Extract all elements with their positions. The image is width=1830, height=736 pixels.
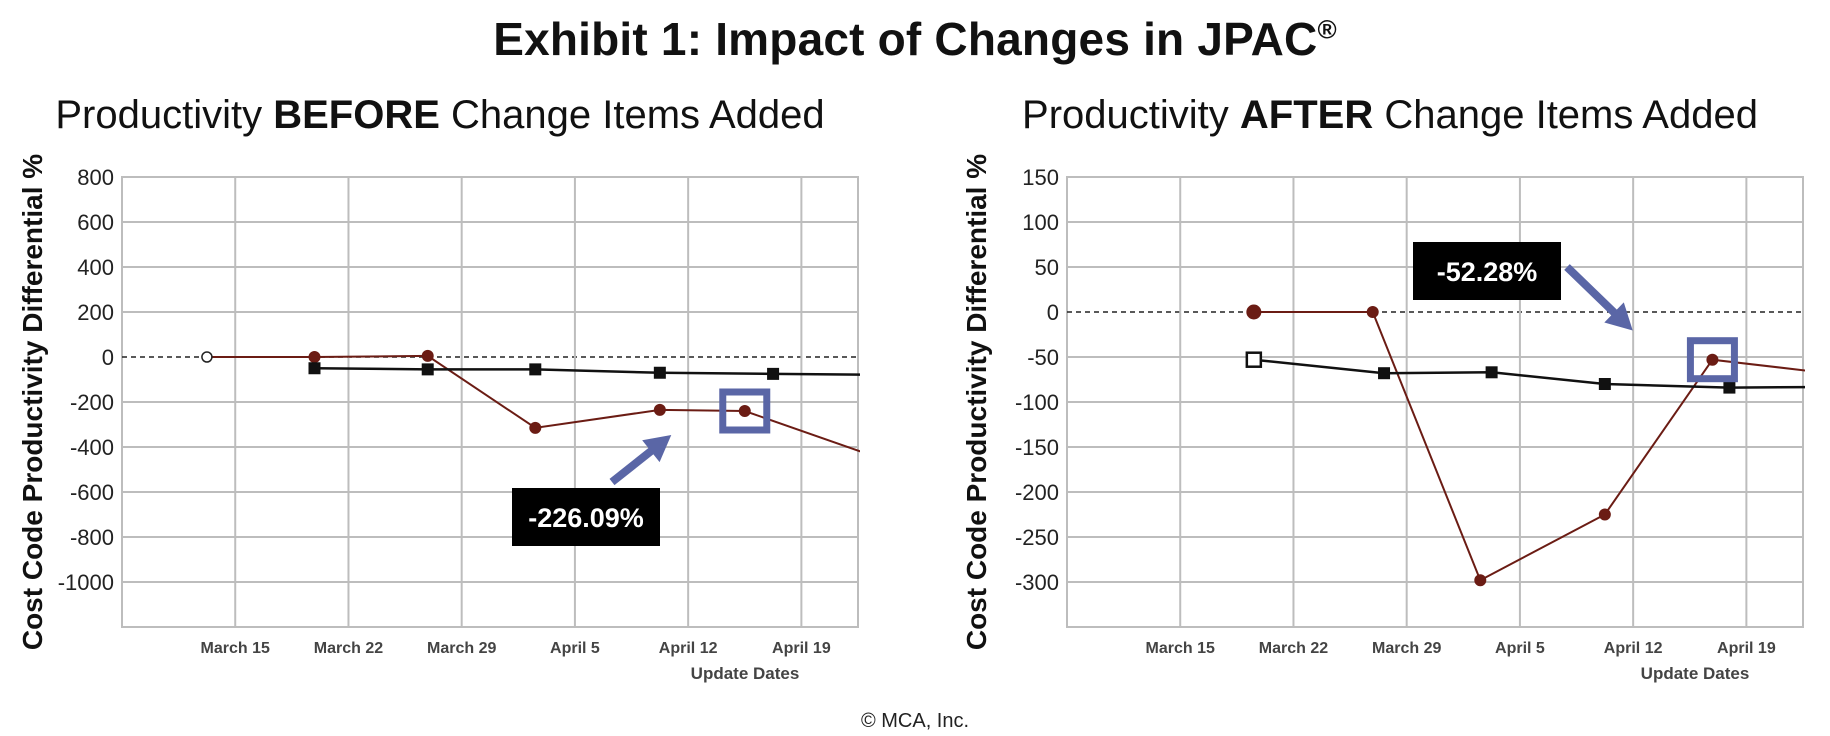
- y-tick-label: 50: [1035, 255, 1059, 280]
- callout-highlight-box: [1686, 337, 1738, 383]
- data-point: [1598, 508, 1611, 521]
- x-tick-label: March 15: [201, 640, 270, 657]
- x-tick-label: March 22: [1259, 640, 1328, 657]
- y-tick-label: 0: [102, 345, 114, 370]
- y-tick-label: 0: [1047, 300, 1059, 325]
- data-point: [1598, 378, 1611, 390]
- x-tick-label: March 15: [1146, 640, 1215, 657]
- series-group: [201, 349, 860, 453]
- page-title: Exhibit 1: Impact of Changes in JPAC®: [493, 13, 1337, 65]
- data-point: [1723, 381, 1736, 394]
- x-tick-label: March 22: [314, 640, 383, 657]
- y-tick-label: -150: [1015, 435, 1059, 460]
- data-point: [1474, 574, 1487, 587]
- series-group: [1245, 304, 1805, 587]
- x-tick-label: March 29: [427, 640, 496, 657]
- y-tick-label: -50: [1027, 345, 1059, 370]
- chart-before: 800 600 400 200 0 -200 -400 -600 -800 -1000 March …: [17, 154, 860, 683]
- y-axis-title: Cost Code Productivity Differential %: [17, 154, 48, 650]
- y-axis-title: Cost Code Productivity Differential %: [961, 154, 992, 650]
- callout-label-box: [512, 488, 660, 546]
- y-tick-label: -300: [1015, 570, 1059, 595]
- data-point: [1246, 304, 1262, 320]
- y-tick-label: -1000: [58, 570, 114, 595]
- x-tick-label: March 29: [1372, 640, 1441, 657]
- series-line: [314, 367, 860, 376]
- series-line: [1253, 358, 1805, 389]
- y-tick-label: 400: [77, 255, 114, 280]
- callout-arrow-head: [1604, 302, 1633, 331]
- x-tick-label: April 19: [772, 640, 831, 657]
- y-tick-label: -600: [70, 480, 114, 505]
- callout-highlight-box: [719, 388, 771, 434]
- data-point: [767, 367, 780, 380]
- x-axis-title: Update Dates: [691, 664, 800, 683]
- callout-label-box: [1413, 242, 1561, 300]
- y-tick-label: 200: [77, 300, 114, 325]
- x-tick-label: April 12: [659, 640, 718, 657]
- x-tick-label: April 19: [1717, 640, 1776, 657]
- data-point: [1706, 353, 1719, 366]
- y-tick-label: -800: [70, 525, 114, 550]
- data-point: [1245, 351, 1263, 368]
- chart-title-before: Productivity BEFORE Change Items Added: [55, 93, 825, 137]
- y-tick-label: -100: [1015, 390, 1059, 415]
- data-point: [1366, 306, 1379, 318]
- y-tick-label: -200: [1015, 480, 1059, 505]
- y-tick-label: -200: [70, 390, 114, 415]
- data-point: [308, 362, 321, 375]
- data-point: [421, 363, 434, 376]
- y-tick-label: 150: [1022, 165, 1059, 190]
- x-axis-title: Update Dates: [1641, 664, 1750, 683]
- y-tick-label: 100: [1022, 210, 1059, 235]
- x-tick-label: April 12: [1604, 640, 1663, 657]
- chart-after: 150 100 50 0 -50 -100 -150 -200 -250 -300 March 15…: [961, 154, 1805, 683]
- y-tick-label: -250: [1015, 525, 1059, 550]
- data-point: [529, 421, 542, 434]
- copyright-credit: © MCA, Inc.: [860, 710, 970, 732]
- callout-label: -226.09%: [528, 503, 644, 533]
- x-tick-label: April 5: [550, 640, 600, 657]
- callout-label: -52.28%: [1437, 257, 1538, 287]
- data-point: [1378, 367, 1391, 380]
- data-point: [201, 351, 213, 363]
- y-tick-label: -400: [70, 435, 114, 460]
- data-point: [529, 363, 542, 376]
- data-point: [653, 403, 666, 416]
- x-tick-label: April 5: [1495, 640, 1545, 657]
- data-point: [1485, 366, 1498, 379]
- callout-arrow-head: [642, 435, 672, 463]
- data-point: [653, 366, 666, 379]
- data-point: [421, 349, 434, 362]
- data-point: [738, 405, 751, 417]
- chart-title-after: Productivity AFTER Change Items Added: [1022, 93, 1758, 137]
- y-tick-label: 600: [77, 210, 114, 235]
- y-tick-label: 800: [77, 165, 114, 190]
